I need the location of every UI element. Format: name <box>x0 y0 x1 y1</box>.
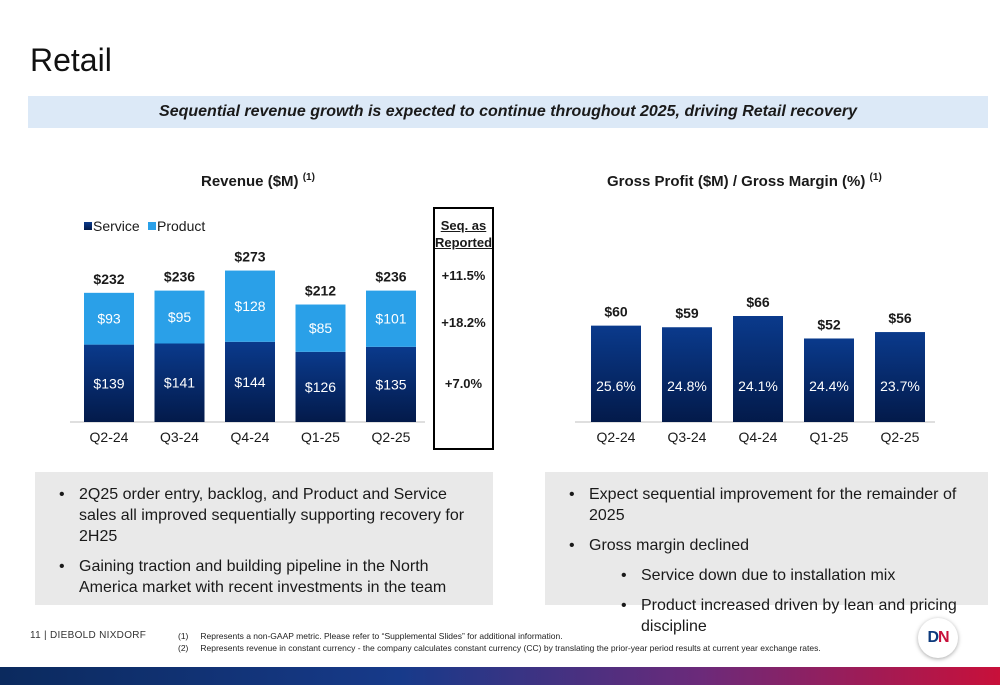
footnote-1-number: (1) <box>178 631 189 641</box>
bar-value-label: $60 <box>604 304 628 320</box>
bullet-item: Gaining traction and building pipeline i… <box>53 556 473 598</box>
bar-label-product: $128 <box>234 298 265 314</box>
bar-label-service: $141 <box>164 375 195 391</box>
headline-banner: Sequential revenue growth is expected to… <box>28 96 988 128</box>
footnote-1: (1) Represents a non-GAAP metric. Please… <box>178 630 821 642</box>
bottom-brand-bar <box>0 667 1000 685</box>
bar-label-product: $85 <box>309 320 333 336</box>
x-tick-label: Q2-24 <box>90 429 129 445</box>
bar-total-label: $212 <box>305 283 336 299</box>
headline-text: Sequential revenue growth is expected to… <box>159 103 857 120</box>
x-tick-label: Q1-25 <box>301 429 340 445</box>
footnote-2-text: Represents revenue in constant currency … <box>200 643 821 653</box>
legend-swatch-product <box>148 222 156 230</box>
footnote-2: (2) Represents revenue in constant curre… <box>178 642 821 654</box>
bullet-item: 2Q25 order entry, backlog, and Product a… <box>53 484 473 547</box>
bar-label-service: $135 <box>375 376 406 392</box>
revenue-chart-title-text: Revenue ($M) <box>201 173 299 190</box>
retail-commentary-panel: 2Q25 order entry, backlog, and Product a… <box>35 472 493 605</box>
bar-value-label: $59 <box>675 305 699 321</box>
page-title: Retail <box>30 42 112 78</box>
bar-label-gross-margin: 24.8% <box>667 378 707 394</box>
x-tick-label: Q1-25 <box>810 429 849 445</box>
bar-gross-profit <box>662 327 712 422</box>
bar-gross-profit <box>875 332 925 422</box>
bar-gross-profit <box>733 316 783 422</box>
bullet-item: Expect sequential improvement for the re… <box>563 484 968 526</box>
bar-product <box>295 304 346 352</box>
bar-label-product: $101 <box>375 311 406 327</box>
bar-label-product: $95 <box>168 309 192 325</box>
x-tick-label: Q2-25 <box>881 429 920 445</box>
logo-letter-d: D <box>927 629 939 646</box>
page-footer-company: 11 | DIEBOLD NIXDORF <box>30 630 147 641</box>
seq-value-q4-24: +18.2% <box>441 315 486 330</box>
bar-label-gross-margin: 24.1% <box>738 378 778 394</box>
bar-value-label: $56 <box>888 310 912 326</box>
legend-swatch-service <box>84 222 92 230</box>
bar-total-label: $236 <box>375 269 406 285</box>
x-tick-label: Q3-24 <box>668 429 707 445</box>
bar-value-label: $52 <box>817 316 841 332</box>
bar-product <box>84 292 134 345</box>
revenue-chart-title-note: (1) <box>302 172 315 183</box>
bar-label-service: $144 <box>234 374 265 390</box>
x-tick-label: Q2-25 <box>372 429 411 445</box>
gross-profit-chart-title-note: (1) <box>869 172 882 183</box>
bar-label-gross-margin: 23.7% <box>880 378 920 394</box>
bar-gross-profit <box>591 325 641 422</box>
bar-label-product: $93 <box>97 311 121 327</box>
sub-bullet-item: Product increased driven by lean and pri… <box>563 595 968 637</box>
gross-profit-chart-title-text: Gross Profit ($M) / Gross Margin (%) <box>607 173 866 190</box>
sub-bullet-item: Service down due to installation mix <box>563 565 968 586</box>
seq-value-q2-25: +7.0% <box>444 376 483 391</box>
seq-as-reported-box: Seq. as Reported +11.5% +18.2% +7.0% <box>433 207 494 450</box>
footnote-1-text: Represents a non-GAAP metric. Please ref… <box>200 631 563 641</box>
x-tick-label: Q4-24 <box>231 429 270 445</box>
bar-service <box>366 346 416 422</box>
bar-service <box>225 341 275 422</box>
bar-service <box>295 351 346 422</box>
legend-label-service: Service <box>93 218 140 234</box>
bar-label-gross-margin: 25.6% <box>596 378 636 394</box>
legend-label-product: Product <box>157 218 205 234</box>
bar-total-label: $232 <box>93 271 124 287</box>
bar-label-gross-margin: 24.4% <box>809 378 849 394</box>
seq-heading: Seq. as Reported <box>435 217 492 251</box>
seq-heading-line1: Seq. as <box>440 218 487 233</box>
bar-service <box>154 343 205 422</box>
gross-profit-chart-title: Gross Profit ($M) / Gross Margin (%) (1) <box>607 172 882 190</box>
bar-product <box>154 290 205 344</box>
bar-label-service: $139 <box>93 375 124 391</box>
bullet-item: Gross margin declined <box>563 535 968 556</box>
outlook-commentary-panel: Expect sequential improvement for the re… <box>545 472 988 635</box>
footnote-2-number: (2) <box>178 643 189 653</box>
bar-service <box>84 344 134 422</box>
bar-product <box>225 270 275 342</box>
bar-total-label: $273 <box>234 249 265 265</box>
x-tick-label: Q3-24 <box>160 429 199 445</box>
x-tick-label: Q4-24 <box>739 429 778 445</box>
bar-value-label: $66 <box>746 294 770 310</box>
bar-total-label: $236 <box>164 269 195 285</box>
seq-value-q3-24: +11.5% <box>441 268 486 283</box>
x-tick-label: Q2-24 <box>597 429 636 445</box>
footnotes: (1) Represents a non-GAAP metric. Please… <box>178 630 821 654</box>
bar-product <box>366 290 416 347</box>
bar-gross-profit <box>804 338 854 422</box>
revenue-chart-title: Revenue ($M) (1) <box>201 172 315 190</box>
bar-label-service: $126 <box>305 379 336 395</box>
logo-letter-n: N <box>938 629 950 646</box>
seq-heading-line2: Reported <box>435 235 493 250</box>
